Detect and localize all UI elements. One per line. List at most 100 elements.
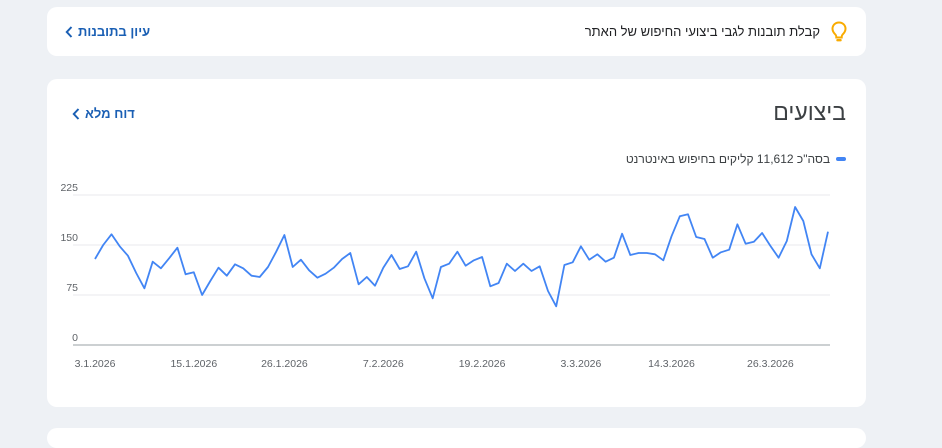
data-point[interactable]: [530, 269, 534, 273]
data-point[interactable]: [703, 237, 707, 241]
data-point[interactable]: [579, 244, 583, 248]
data-point[interactable]: [612, 256, 616, 260]
y-tick-label: 0: [72, 332, 78, 344]
data-point[interactable]: [480, 255, 484, 259]
data-point[interactable]: [711, 256, 715, 260]
data-point[interactable]: [645, 251, 649, 255]
data-point[interactable]: [521, 262, 525, 266]
y-tick-label: 150: [60, 232, 78, 244]
data-point[interactable]: [793, 205, 797, 209]
data-point[interactable]: [587, 258, 591, 262]
data-point[interactable]: [826, 230, 830, 234]
data-point[interactable]: [340, 257, 344, 261]
data-point[interactable]: [628, 253, 632, 257]
data-point[interactable]: [192, 270, 196, 274]
data-point[interactable]: [274, 250, 278, 254]
data-point[interactable]: [332, 266, 336, 270]
clicks-line-chart: 0751502253.1.2026 15.1.2026 26.1.2026 7.2.2…: [47, 79, 866, 407]
data-point[interactable]: [670, 234, 674, 238]
data-point[interactable]: [810, 252, 814, 256]
data-point[interactable]: [686, 212, 690, 216]
data-point[interactable]: [373, 284, 377, 288]
data-point[interactable]: [291, 265, 295, 269]
view-insights-label: עיון בתובנות: [78, 24, 150, 39]
data-point[interactable]: [299, 258, 303, 262]
data-point[interactable]: [727, 248, 731, 252]
data-point[interactable]: [439, 265, 443, 269]
x-tick-label: 26.3.2026: [747, 358, 794, 370]
data-point[interactable]: [200, 293, 204, 297]
lightbulb-icon: [828, 21, 850, 43]
data-point[interactable]: [554, 304, 558, 308]
data-point[interactable]: [760, 231, 764, 235]
data-point[interactable]: [455, 250, 459, 254]
data-point[interactable]: [768, 244, 772, 248]
data-point[interactable]: [142, 286, 146, 290]
data-point[interactable]: [678, 214, 682, 218]
data-point[interactable]: [744, 242, 748, 246]
data-point[interactable]: [801, 219, 805, 223]
data-point[interactable]: [562, 263, 566, 267]
data-point[interactable]: [653, 252, 657, 256]
data-point[interactable]: [620, 232, 624, 236]
performance-card: ביצועים דוח מלא בסה"כ 11,612 קליקים בחיפ…: [47, 79, 866, 407]
data-point[interactable]: [225, 274, 229, 278]
data-point[interactable]: [604, 260, 608, 264]
data-point[interactable]: [777, 256, 781, 260]
data-point[interactable]: [110, 232, 114, 236]
data-point[interactable]: [414, 250, 418, 254]
insights-row: קבלת תובנות לגבי ביצועי החיפוש של האתר ע…: [47, 7, 866, 56]
data-point[interactable]: [497, 281, 501, 285]
data-point[interactable]: [217, 266, 221, 270]
data-point[interactable]: [208, 279, 212, 283]
data-point[interactable]: [357, 282, 361, 286]
data-point[interactable]: [447, 262, 451, 266]
data-point[interactable]: [93, 257, 97, 261]
data-point[interactable]: [282, 233, 286, 237]
data-point[interactable]: [398, 267, 402, 271]
data-point[interactable]: [464, 264, 468, 268]
data-point[interactable]: [159, 266, 163, 270]
data-point[interactable]: [365, 275, 369, 279]
data-point[interactable]: [513, 269, 517, 273]
data-point[interactable]: [348, 251, 352, 255]
data-point[interactable]: [818, 266, 822, 270]
data-point[interactable]: [505, 262, 509, 266]
x-tick-label: 3.3.2026: [560, 358, 601, 370]
data-point[interactable]: [785, 239, 789, 243]
data-point[interactable]: [422, 276, 426, 280]
data-point[interactable]: [538, 264, 542, 268]
data-point[interactable]: [752, 240, 756, 244]
data-point[interactable]: [101, 243, 105, 247]
data-point[interactable]: [134, 271, 138, 275]
data-point[interactable]: [315, 276, 319, 280]
data-point[interactable]: [175, 246, 179, 250]
data-point[interactable]: [307, 268, 311, 272]
data-point[interactable]: [637, 251, 641, 255]
data-point[interactable]: [167, 256, 171, 260]
data-point[interactable]: [258, 275, 262, 279]
data-point[interactable]: [233, 262, 237, 266]
data-point[interactable]: [472, 258, 476, 262]
view-insights-link[interactable]: עיון בתובנות: [65, 24, 150, 39]
data-point[interactable]: [488, 284, 492, 288]
data-point[interactable]: [661, 258, 665, 262]
data-point[interactable]: [546, 289, 550, 293]
data-point[interactable]: [406, 264, 410, 268]
data-point[interactable]: [390, 253, 394, 257]
data-point[interactable]: [118, 244, 122, 248]
data-point[interactable]: [571, 260, 575, 264]
data-point[interactable]: [595, 252, 599, 256]
data-point[interactable]: [241, 266, 245, 270]
data-point[interactable]: [184, 272, 188, 276]
data-point[interactable]: [431, 296, 435, 300]
data-point[interactable]: [381, 266, 385, 270]
data-point[interactable]: [324, 272, 328, 276]
data-point[interactable]: [151, 260, 155, 264]
data-point[interactable]: [694, 235, 698, 239]
data-point[interactable]: [250, 274, 254, 278]
data-point[interactable]: [735, 222, 739, 226]
data-point[interactable]: [719, 250, 723, 254]
data-point[interactable]: [126, 254, 130, 258]
data-point[interactable]: [266, 265, 270, 269]
